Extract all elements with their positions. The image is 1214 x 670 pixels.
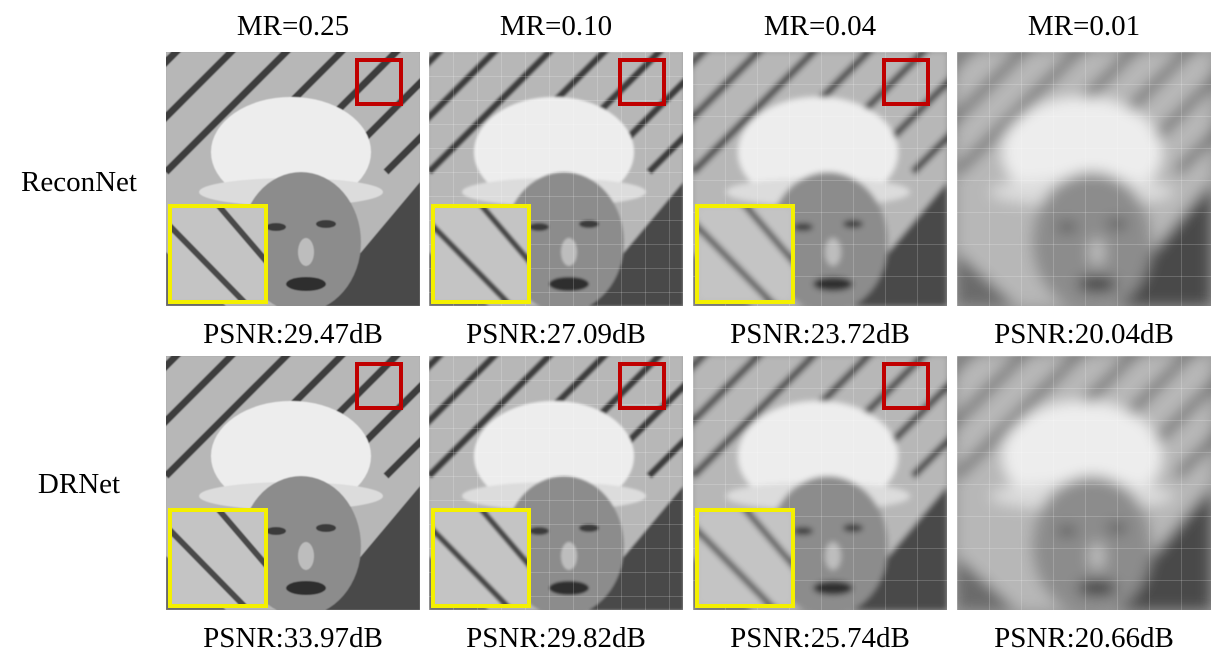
- drnet-mr-010-image: [429, 356, 683, 610]
- row-label-reconnet: ReconNet: [21, 166, 137, 198]
- drnet-mr-004-image: [693, 356, 947, 610]
- scene-image: [957, 52, 1211, 306]
- column-header-mr-004: MR=0.04: [763, 10, 877, 42]
- reconnet-mr-004-image: [693, 52, 947, 306]
- roi-red-box: [355, 362, 403, 410]
- scene-image: [693, 52, 947, 306]
- zoomed-inset: [695, 204, 795, 304]
- reconnet-mr-001-image: [957, 52, 1211, 306]
- drnet-mr-001-image: [957, 356, 1211, 610]
- zoomed-inset-image: [699, 512, 791, 604]
- reconnet-mr-025-image: [166, 52, 420, 306]
- scene-image: [429, 356, 683, 610]
- psnr-drnet-mr-010: PSNR:29.82dB: [466, 622, 646, 654]
- roi-red-box: [618, 362, 666, 410]
- zoomed-inset-image: [435, 512, 527, 604]
- zoomed-inset: [431, 508, 531, 608]
- roi-red-box: [355, 58, 403, 106]
- drnet-mr-025-image: [166, 356, 420, 610]
- scene-image: [957, 356, 1211, 610]
- psnr-drnet-mr-004: PSNR:25.74dB: [730, 622, 910, 654]
- column-header-mr-025: MR=0.25: [236, 10, 350, 42]
- scene-image: [693, 356, 947, 610]
- zoomed-inset-image: [699, 208, 791, 300]
- psnr-reconnet-mr-025: PSNR:29.47dB: [203, 318, 383, 350]
- psnr-reconnet-mr-001: PSNR:20.04dB: [994, 318, 1174, 350]
- roi-red-box: [618, 58, 666, 106]
- row-label-drnet: DRNet: [37, 468, 121, 500]
- column-header-mr-010: MR=0.10: [499, 10, 613, 42]
- roi-red-box: [882, 362, 930, 410]
- column-header-mr-001: MR=0.01: [1027, 10, 1141, 42]
- roi-red-box: [882, 58, 930, 106]
- zoomed-inset-image: [172, 512, 264, 604]
- zoomed-inset: [168, 204, 268, 304]
- psnr-reconnet-mr-010: PSNR:27.09dB: [466, 318, 646, 350]
- psnr-drnet-mr-025: PSNR:33.97dB: [203, 622, 383, 654]
- psnr-drnet-mr-001: PSNR:20.66dB: [994, 622, 1174, 654]
- zoomed-inset-image: [435, 208, 527, 300]
- zoomed-inset-image: [172, 208, 264, 300]
- reconnet-mr-010-image: [429, 52, 683, 306]
- scene-image: [429, 52, 683, 306]
- psnr-reconnet-mr-004: PSNR:23.72dB: [730, 318, 910, 350]
- zoomed-inset: [431, 204, 531, 304]
- zoomed-inset: [695, 508, 795, 608]
- zoomed-inset: [168, 508, 268, 608]
